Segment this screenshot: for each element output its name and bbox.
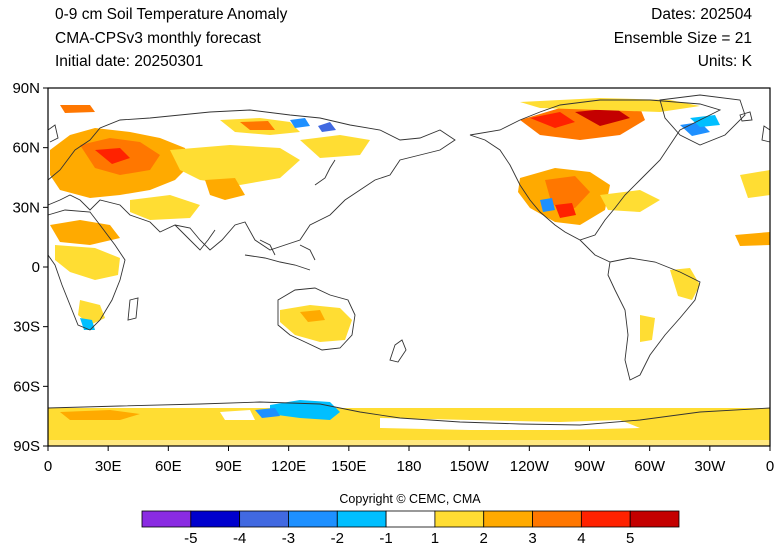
- coastlines: [47, 94, 771, 426]
- lat-tick-label: 30S: [13, 319, 40, 336]
- lat-tick-label: 60S: [13, 378, 40, 395]
- lon-tick-label: 150W: [450, 458, 490, 475]
- colorbar-tick-label: -4: [232, 530, 247, 547]
- lat-tick-label: 0: [32, 259, 40, 276]
- lon-tick-label: 150E: [331, 458, 366, 475]
- latitude-axis: 90N 60N 30N 0 30S 60S 90S: [12, 80, 48, 455]
- lon-tick-label: 90W: [574, 458, 606, 475]
- lat-tick-label: 30N: [12, 199, 40, 216]
- initial-date: Initial date: 20250301: [55, 53, 204, 70]
- colorbar-swatch: [532, 510, 582, 528]
- lon-tick-label: 0: [44, 458, 52, 475]
- lon-tick-label: 90E: [215, 458, 242, 475]
- lon-tick-label: 60E: [155, 458, 182, 475]
- lat-tick-label: 90S: [13, 438, 40, 455]
- lon-tick-label: 120E: [271, 458, 306, 475]
- colorbar-swatch: [385, 510, 436, 528]
- colorbar-tick-label: -5: [184, 530, 198, 547]
- forecast-dates: Dates: 202504: [651, 6, 752, 23]
- lat-tick-label: 90N: [12, 80, 40, 97]
- colorbar-swatch: [190, 510, 241, 528]
- longitude-axis: 0 30E 60E 90E 120E 150E 180 150W 120W 90W 60W 30W 0: [44, 446, 774, 475]
- colorbar-tick-label: 4: [577, 530, 586, 547]
- ensemble-size: Ensemble Size = 21: [613, 30, 752, 47]
- colorbar-tick-label: -2: [330, 530, 344, 547]
- map-title: 0-9 cm Soil Temperature Anomaly: [55, 6, 288, 23]
- colorbar-swatch: [336, 510, 387, 528]
- lon-tick-label: 30W: [694, 458, 726, 475]
- lon-tick-label: 30E: [95, 458, 122, 475]
- colorbar-tick-label: 2: [479, 530, 488, 547]
- colorbar-tick-label: 3: [528, 530, 537, 547]
- lon-tick-label: 0: [766, 458, 774, 475]
- colorbar-tick-label: 5: [626, 530, 635, 547]
- colorbar-swatch: [434, 510, 485, 528]
- colorbar-swatch: [141, 510, 192, 528]
- anomaly-shading: [48, 98, 770, 446]
- colorbar-swatch: [629, 510, 680, 528]
- colorbar-swatch: [288, 510, 338, 528]
- lat-tick-label: 60N: [12, 140, 40, 157]
- copyright-text: Copyright © CEMC, CMA: [339, 492, 481, 506]
- colorbar-tick-label: -1: [379, 530, 393, 547]
- lon-tick-label: 60W: [634, 458, 666, 475]
- lon-tick-label: 180: [396, 458, 421, 475]
- units-label: Units: K: [697, 53, 752, 70]
- model-name: CMA-CPSv3 monthly forecast: [55, 30, 261, 47]
- colorbar-tick-label: -3: [281, 530, 296, 547]
- colorbar-tick-label: 1: [430, 530, 440, 547]
- colorbar-swatch: [239, 510, 289, 528]
- colorbar-swatch: [580, 510, 631, 528]
- colorbar: [141, 510, 680, 528]
- lon-tick-label: 120W: [510, 458, 550, 475]
- colorbar-swatch: [483, 510, 533, 528]
